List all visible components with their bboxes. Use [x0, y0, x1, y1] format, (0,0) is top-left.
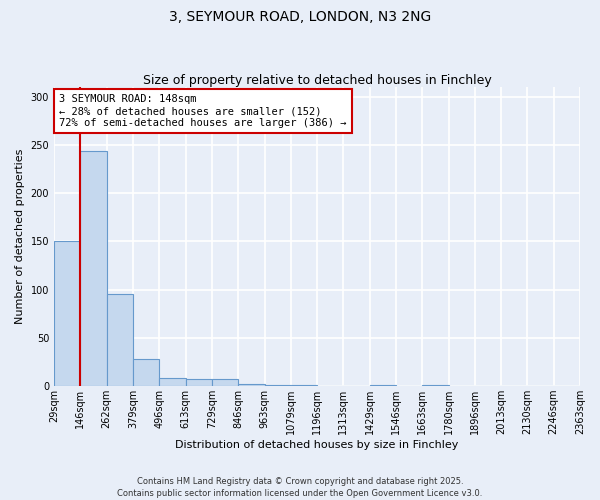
- Bar: [290, 385, 317, 386]
- Bar: [185, 380, 212, 386]
- Text: 3, SEYMOUR ROAD, LONDON, N3 2NG: 3, SEYMOUR ROAD, LONDON, N3 2NG: [169, 10, 431, 24]
- Bar: [107, 294, 133, 386]
- Bar: [212, 380, 238, 386]
- Bar: [265, 385, 290, 386]
- Bar: [370, 385, 396, 386]
- Text: Contains HM Land Registry data © Crown copyright and database right 2025.
Contai: Contains HM Land Registry data © Crown c…: [118, 476, 482, 498]
- Bar: [422, 385, 449, 386]
- Bar: [80, 150, 107, 386]
- Bar: [133, 359, 159, 386]
- Bar: [238, 384, 265, 386]
- Bar: [54, 242, 80, 386]
- Title: Size of property relative to detached houses in Finchley: Size of property relative to detached ho…: [143, 74, 491, 87]
- X-axis label: Distribution of detached houses by size in Finchley: Distribution of detached houses by size …: [175, 440, 459, 450]
- Text: 3 SEYMOUR ROAD: 148sqm
← 28% of detached houses are smaller (152)
72% of semi-de: 3 SEYMOUR ROAD: 148sqm ← 28% of detached…: [59, 94, 347, 128]
- Bar: [159, 378, 185, 386]
- Y-axis label: Number of detached properties: Number of detached properties: [15, 149, 25, 324]
